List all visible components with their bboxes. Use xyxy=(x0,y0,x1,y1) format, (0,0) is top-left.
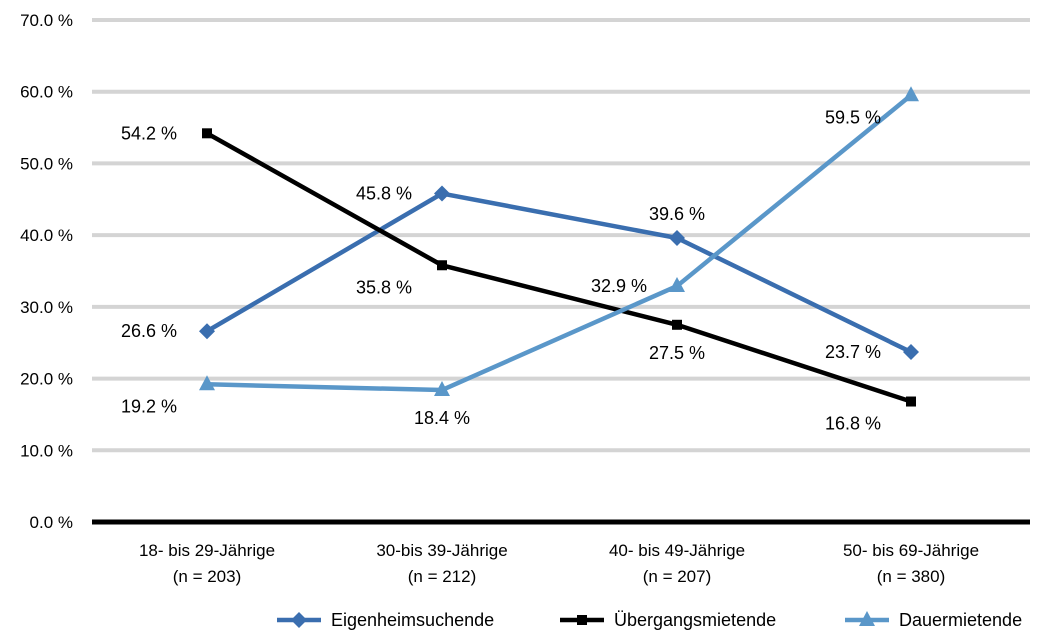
square-marker xyxy=(672,319,682,330)
axes: 0.0 % 10.0 % 20.0 % 30.0 % 40.0 % 50.0 % 60.0 … xyxy=(20,11,1030,586)
data-label: 18.4 % xyxy=(414,408,470,428)
data-label: 26.6 % xyxy=(121,321,177,341)
x-tick-label: (n = 212) xyxy=(408,567,477,586)
data-label: 35.8 % xyxy=(356,277,412,297)
data-label: 54.2 % xyxy=(121,123,177,143)
data-label: 27.5 % xyxy=(649,343,705,363)
x-tick-label: 50- bis 69-Jährige xyxy=(843,541,979,560)
legend: Eigenheimsuchende Übergangsmietende Dauerm… xyxy=(277,610,1022,630)
data-labels: 26.6 % 45.8 % 39.6 % 23.7 % 54.2 % 35.8 % 27.5… xyxy=(121,107,881,433)
x-tick-label: 40- bis 49-Jährige xyxy=(609,541,745,560)
y-tick-label: 10.0 % xyxy=(20,441,73,460)
diamond-marker xyxy=(291,612,307,628)
x-tick-label: (n = 207) xyxy=(643,567,712,586)
legend-label: Eigenheimsuchende xyxy=(331,610,494,630)
x-tick-label: 18- bis 29-Jährige xyxy=(139,541,275,560)
y-tick-label: 20.0 % xyxy=(20,370,73,389)
data-label: 23.7 % xyxy=(825,342,881,362)
square-marker xyxy=(202,128,212,139)
y-tick-label: 60.0 % xyxy=(20,83,73,102)
y-tick-label: 70.0 % xyxy=(20,11,73,30)
data-label: 16.8 % xyxy=(825,414,881,434)
series-line xyxy=(205,131,912,404)
series-lines xyxy=(199,86,919,407)
triangle-marker xyxy=(859,611,875,626)
data-label: 45.8 % xyxy=(356,184,412,204)
data-label: 19.2 % xyxy=(121,396,177,416)
series-line xyxy=(205,191,912,355)
x-tick-label: (n = 380) xyxy=(877,567,946,586)
x-tick-label: 30-bis 39-Jährige xyxy=(376,541,507,560)
diamond-marker xyxy=(199,323,215,340)
x-tick-label: (n = 203) xyxy=(173,567,242,586)
data-label: 32.9 % xyxy=(591,276,647,296)
data-label: 59.5 % xyxy=(825,107,881,127)
y-tick-label: 0.0 % xyxy=(30,513,73,532)
triangle-marker xyxy=(434,381,450,397)
y-tick-label: 30.0 % xyxy=(20,298,73,317)
triangle-marker xyxy=(669,277,685,293)
square-marker xyxy=(906,396,916,407)
diamond-marker xyxy=(669,230,685,247)
diamond-marker xyxy=(434,185,450,202)
legend-label: Dauermietende xyxy=(899,610,1022,630)
legend-label: Übergangsmietende xyxy=(614,610,776,630)
series-line xyxy=(206,93,913,393)
triangle-marker xyxy=(199,375,215,391)
triangle-marker xyxy=(903,86,919,102)
y-tick-label: 40.0 % xyxy=(20,226,73,245)
square-marker xyxy=(577,615,587,625)
y-tick-label: 50.0 % xyxy=(20,154,73,173)
diamond-marker xyxy=(903,344,919,361)
data-label: 39.6 % xyxy=(649,204,705,224)
square-marker xyxy=(437,260,447,271)
